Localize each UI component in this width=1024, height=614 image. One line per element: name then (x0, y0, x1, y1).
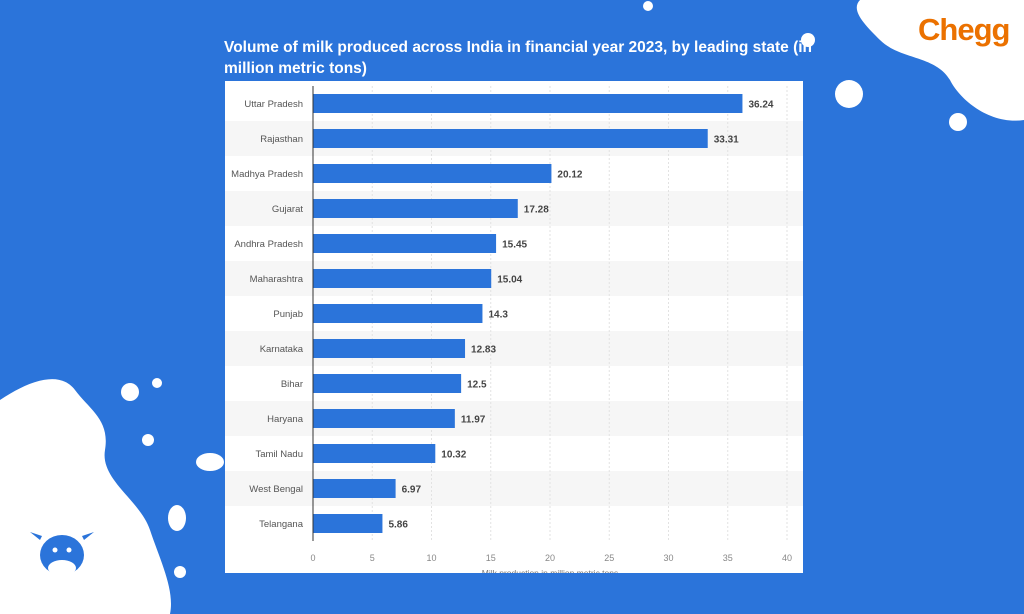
bar (313, 94, 743, 113)
milk-splash-bottom-left (0, 378, 224, 614)
data-label: 5.86 (388, 520, 408, 531)
category-label: Rajasthan (260, 134, 303, 145)
category-label: Uttar Pradesh (244, 99, 303, 110)
bar (313, 339, 466, 358)
bar (313, 479, 396, 498)
data-label: 14.3 (488, 310, 508, 321)
bar (313, 374, 462, 393)
category-label: Haryana (267, 414, 304, 425)
x-axis-title: Milk production in million metric tons (482, 568, 619, 573)
category-label: Karnataka (260, 344, 304, 355)
bar (313, 304, 483, 323)
category-label: Punjab (273, 309, 303, 320)
category-label: Telangana (259, 519, 304, 530)
x-tick-label: 30 (663, 553, 673, 563)
data-label: 20.12 (557, 170, 582, 181)
milk-splash-top-right (643, 0, 1024, 131)
bar (313, 269, 492, 288)
bar (313, 164, 552, 183)
data-label: 15.04 (497, 275, 522, 286)
chart-card: 0 5 10 15 20 25 30 35 40 Uttar Pradesh 36.24 Rajast… (225, 81, 803, 573)
x-tick-label: 0 (310, 553, 315, 563)
x-tick-label: 25 (604, 553, 614, 563)
data-label: 12.83 (471, 345, 496, 356)
data-label: 36.24 (748, 100, 773, 111)
category-label: Andhra Pradesh (234, 239, 303, 250)
chart-title: Volume of milk produced across India in … (224, 39, 813, 77)
category-label: Bihar (281, 379, 303, 390)
category-label: Maharashtra (250, 274, 304, 285)
data-label: 11.97 (461, 415, 486, 426)
row-stripe (225, 401, 803, 436)
row-stripe (225, 471, 803, 506)
category-label: Gujarat (272, 204, 304, 215)
x-tick-label: 15 (486, 553, 496, 563)
bar (313, 234, 497, 253)
data-label: 10.32 (441, 450, 466, 461)
category-label: West Bengal (249, 484, 303, 495)
data-label: 6.97 (402, 485, 422, 496)
bar (313, 514, 383, 533)
bar (313, 409, 455, 428)
cow-icon (30, 532, 94, 576)
data-label: 33.31 (714, 135, 739, 146)
bar-chart: 0 5 10 15 20 25 30 35 40 Uttar Pradesh 36.24 Rajast… (225, 86, 803, 573)
x-tick-label: 20 (545, 553, 555, 563)
data-label: 17.28 (524, 205, 549, 216)
x-tick-label: 10 (426, 553, 436, 563)
data-label: 15.45 (502, 240, 527, 251)
category-label: Madhya Pradesh (231, 169, 303, 180)
x-tick-label: 5 (370, 553, 375, 563)
x-tick-label: 35 (723, 553, 733, 563)
chegg-logo: Chegg (918, 12, 1010, 47)
data-label: 12.5 (467, 380, 487, 391)
x-tick-label: 40 (782, 553, 792, 563)
bar (313, 129, 708, 148)
bar (313, 199, 518, 218)
bar (313, 444, 436, 463)
row-stripe (225, 331, 803, 366)
category-label: Tamil Nadu (255, 449, 303, 460)
